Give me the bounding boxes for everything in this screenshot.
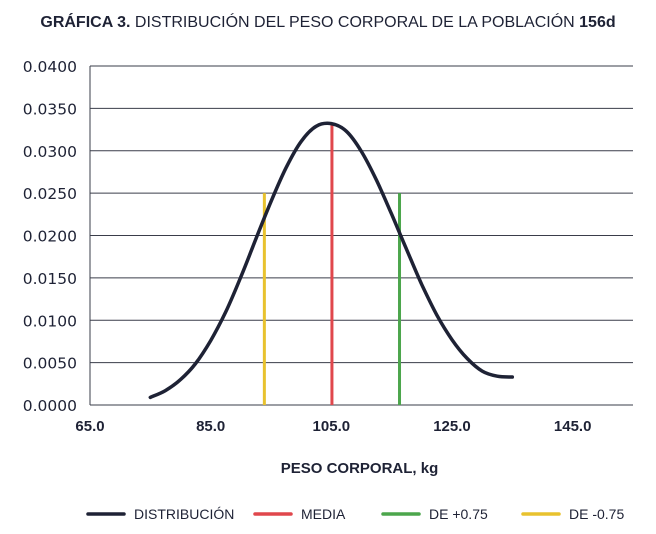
legend: DISTRIBUCIÓN MEDIA DE +0.75 DE -0.75	[86, 506, 624, 522]
chart-title-main: DISTRIBUCIÓN DEL PESO CORPORAL DE LA POB…	[130, 14, 580, 31]
distribution-curve	[148, 121, 515, 400]
chart-title: GRÁFICA 3. DISTRIBUCIÓN DEL PESO CORPORA…	[0, 14, 656, 32]
x-tick-labels: 65.0 85.0 105.0 125.0 145.0	[75, 418, 591, 435]
legend-label: DE -0.75	[569, 506, 624, 522]
x-tick-label: 145.0	[554, 418, 592, 435]
y-tick-labels: 0.0000 0.0050 0.0100 0.0150 0.0200 0.0250 0.03…	[23, 58, 77, 415]
y-tick-label: 0.0100	[23, 312, 77, 330]
legend-label: MEDIA	[301, 506, 346, 522]
y-tick-label: 0.0150	[23, 270, 77, 288]
legend-label: DE +0.75	[429, 506, 488, 522]
gridlines	[89, 65, 633, 406]
y-tick-label: 0.0300	[23, 143, 77, 161]
y-tick-label: 0.0050	[23, 355, 77, 373]
x-tick-label: 125.0	[433, 418, 471, 435]
distribution-curve-group	[148, 121, 515, 400]
chart-title-suffix: 156d	[579, 14, 616, 31]
x-tick-label: 65.0	[75, 418, 104, 435]
x-tick-label: 105.0	[313, 418, 351, 435]
y-tick-label: 0.0200	[23, 228, 77, 246]
y-tick-label: 0.0400	[23, 58, 77, 76]
y-tick-label: 0.0250	[23, 185, 77, 203]
legend-label: DISTRIBUCIÓN	[134, 506, 234, 522]
chart-title-prefix: GRÁFICA 3.	[40, 14, 131, 31]
x-axis-label: PESO CORPORAL, kg	[281, 460, 439, 477]
y-tick-label: 0.0350	[23, 100, 77, 118]
y-tick-label: 0.0000	[23, 397, 77, 415]
x-tick-label: 85.0	[196, 418, 225, 435]
